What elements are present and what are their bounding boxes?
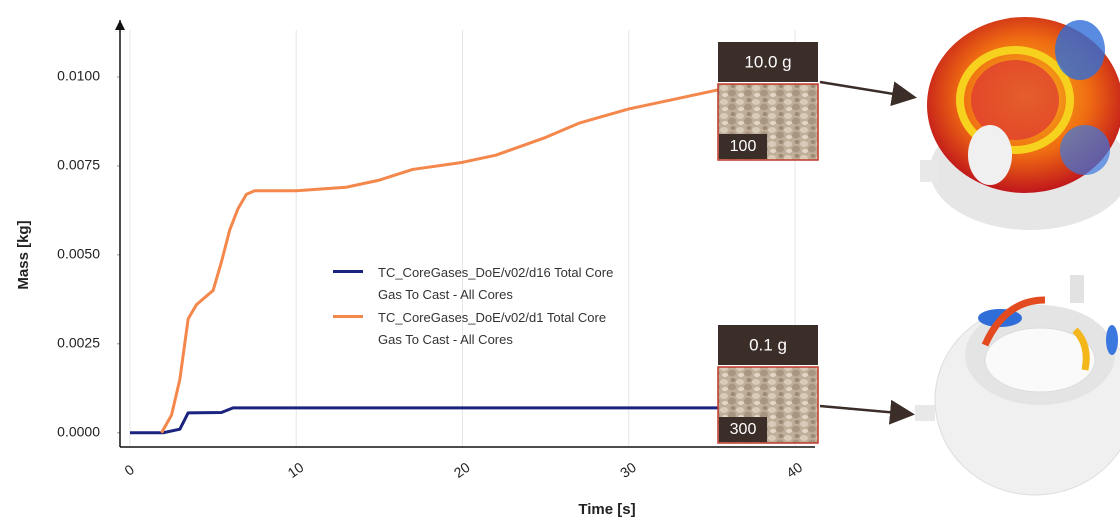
y-axis-title: Mass [kg] <box>15 220 32 289</box>
sample-image <box>717 366 819 444</box>
y-tick-label: 0.0075 <box>57 157 100 173</box>
render-bottom <box>915 275 1120 496</box>
mass-label: 10.0 g <box>744 52 791 71</box>
x-tick-label: 30 <box>617 459 639 481</box>
x-tick-label: 0 <box>121 461 137 479</box>
x-tick-label: 10 <box>285 459 307 481</box>
x-tick-label: 20 <box>451 459 473 481</box>
y-tick-label: 0.0100 <box>57 68 100 84</box>
sample-label: 300 <box>730 421 757 438</box>
legend-label: TC_CoreGases_DoE/v02/d1 Total Core Gas T… <box>378 310 607 347</box>
series-line <box>129 406 721 435</box>
annotations: 10.0 g 100 0.1 g 300 <box>717 42 819 444</box>
x-tick-label: 40 <box>783 459 805 481</box>
legend-item: TC_CoreGases_DoE/v02/d1 Total Core Gas T… <box>330 307 630 351</box>
sample-box <box>719 417 767 442</box>
legend-swatch <box>333 315 363 318</box>
arrow <box>819 80 917 107</box>
y-tick-label: 0.0050 <box>57 246 100 262</box>
sample-box <box>719 134 767 159</box>
mass-label: 0.1 g <box>749 335 787 354</box>
legend-label: TC_CoreGases_DoE/v02/d16 Total Core Gas … <box>378 265 614 302</box>
legend-item: TC_CoreGases_DoE/v02/d16 Total Core Gas … <box>330 262 630 306</box>
y-tick-label: 0.0025 <box>57 335 100 351</box>
sample-label: 100 <box>730 138 757 155</box>
mass-box <box>718 325 818 365</box>
y-tick-label: 0.0000 <box>57 423 100 439</box>
legend-swatch <box>333 270 363 273</box>
series-line <box>160 86 729 434</box>
x-axis-title: Time [s] <box>578 501 635 518</box>
arrow <box>819 399 915 425</box>
mass-box <box>718 42 818 82</box>
legend: TC_CoreGases_DoE/v02/d16 Total Core Gas … <box>330 262 630 352</box>
render-top <box>920 17 1120 230</box>
y-axis-arrow <box>115 20 125 30</box>
plot-area: 0 10 20 30 40 0.0000 0.0025 0.0050 0.0075 0.0100 <box>57 20 815 481</box>
